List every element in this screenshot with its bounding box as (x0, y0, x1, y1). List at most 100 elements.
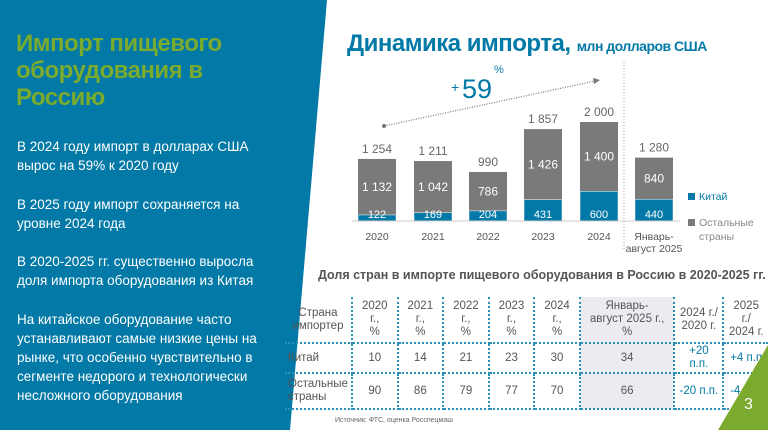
table-header-cell: 2024 г./2020 г. (674, 297, 725, 344)
bar-other (580, 122, 618, 192)
table-header-cell: Страна импортер (285, 297, 353, 344)
total-label: 2 000 (584, 105, 614, 119)
header-line: импортер (292, 319, 344, 332)
table-cell: Остальные страны (285, 373, 353, 410)
table-cell: 21 (443, 343, 490, 374)
other-label: 1 426 (528, 157, 558, 171)
legend-swatch-china (688, 193, 695, 200)
header-line: % (415, 326, 426, 338)
header-line: 2020 г. (681, 319, 717, 332)
table-header-cell: 2020 г.,% (351, 297, 399, 344)
total-label: 1 280 (639, 141, 669, 155)
table-header-cell: 2025 г./2024 г. (723, 297, 768, 344)
table-cell: Китай (285, 343, 353, 374)
table-header-cell: 2021 г.,% (397, 297, 445, 344)
header-line: 2022 г., (453, 300, 479, 325)
growth-value: 59 (462, 74, 492, 104)
arrow-head (593, 78, 600, 84)
chart-subtitle: млн долларов США (576, 38, 708, 54)
total-label: 1 254 (362, 142, 392, 156)
total-label: 990 (478, 155, 498, 169)
table-cell: 30 (534, 343, 581, 374)
other-label: 840 (644, 171, 664, 185)
left-panel (0, 0, 327, 430)
table-cell: 34 (579, 343, 676, 374)
legend-label-china: Китай (699, 191, 728, 203)
growth-arrow (383, 80, 596, 127)
paragraph: В 2024 году импорт в долларах США вырос … (17, 139, 249, 173)
table-header-cell: Январь-август 2025 г., % (579, 297, 676, 344)
china-label: 204 (479, 209, 497, 221)
table-header-cell: 2023 г.,% (488, 297, 536, 344)
china-label: 169 (424, 209, 442, 221)
other-label: 1 400 (584, 150, 614, 164)
header-line: % (551, 326, 563, 338)
source-note: Источник: ФТС, оценка Росспецмаш (335, 417, 453, 424)
header-line: август 2025 г., % (589, 313, 665, 338)
x-tick-label: 2020 (365, 231, 389, 243)
china-label: 600 (590, 209, 608, 221)
x-tick-label: август 2025 (626, 243, 683, 255)
header-line: Страна (298, 306, 338, 319)
table-cell: 70 (534, 373, 581, 410)
table-header-row: Страна импортер 2020 г.,% 2021 г.,% 2022 г.,… (285, 297, 768, 344)
table-cell: +20 п.п. (674, 343, 725, 374)
x-tick-label: 2021 (421, 231, 445, 243)
x-tick-label: Январь- (634, 231, 674, 243)
header-line: 2024 г. (728, 326, 764, 338)
china-label: 440 (645, 209, 663, 221)
table-cell: 79 (443, 373, 490, 410)
table-cell: 14 (397, 343, 445, 374)
table-cell: 66 (579, 373, 676, 410)
header-line: % (506, 326, 517, 338)
table-row: Китай 10 14 21 23 30 34 +20 п.п. +4 п.п (285, 343, 768, 374)
total-label: 1 857 (528, 112, 558, 126)
table-title: Доля стран в импорте пищевого оборудован… (318, 268, 766, 282)
page-number: 3 (744, 396, 753, 413)
header-line: 2023 г., (498, 300, 525, 325)
x-tick-label: 2023 (531, 231, 555, 243)
share-table: Страна импортер 2020 г.,% 2021 г.,% 2022 г.,… (285, 297, 768, 410)
legend-swatch-other (688, 219, 695, 226)
header-line: 2020 г., (361, 300, 388, 325)
other-label: 1 132 (362, 180, 392, 194)
header-line: 2021 г., (407, 300, 434, 325)
header-line: % (460, 326, 472, 338)
bar-other (524, 129, 562, 200)
growth-unit: % (494, 64, 504, 76)
header-line: % (369, 326, 380, 338)
paragraph: На китайское оборудование часто устанавл… (17, 312, 257, 403)
header-line: Январь- (605, 300, 649, 312)
arrow-dot (382, 124, 386, 128)
paragraph: В 2020-2025 гг. существенно выросла доля… (17, 254, 254, 288)
table-cell: 90 (351, 373, 399, 410)
bar-other (358, 158, 396, 215)
other-label: 1 042 (418, 180, 448, 194)
slide-title: Импорт пищевого оборудования в Россию (16, 30, 222, 111)
legend-label-other: страны (699, 231, 734, 243)
chart-title: Динамика импорта, млн долларов США (347, 30, 707, 58)
paragraph: В 2025 году импорт сохраняется на уровне… (17, 197, 240, 231)
total-label: 1 211 (418, 144, 447, 158)
other-label: 786 (478, 184, 498, 198)
table-cell: -20 п.п. (674, 373, 725, 410)
bar-other (469, 171, 507, 211)
bar-chart: 1 254 1 132 122 2020 1 211 1 042 169 2021 990 786… (352, 62, 754, 255)
x-tick-label: 2024 (587, 231, 611, 243)
header-line: 2025 г./ (733, 300, 759, 325)
bar-other (635, 157, 673, 200)
bar-other (414, 161, 452, 213)
header-line: 2024 г./ (679, 306, 718, 319)
table-cell: 23 (488, 343, 536, 374)
table-cell: 86 (397, 373, 445, 410)
legend-label-other: Остальные (699, 217, 754, 229)
bar-china (579, 191, 619, 222)
chart-title-main: Динамика импорта, (347, 30, 571, 57)
growth-sign: + (451, 79, 459, 95)
table-cell: 77 (488, 373, 536, 410)
china-label: 431 (534, 209, 552, 221)
table-header-cell: 2024 г.,% (534, 297, 581, 344)
x-tick-label: 2022 (476, 231, 500, 243)
china-label: 122 (368, 209, 386, 221)
